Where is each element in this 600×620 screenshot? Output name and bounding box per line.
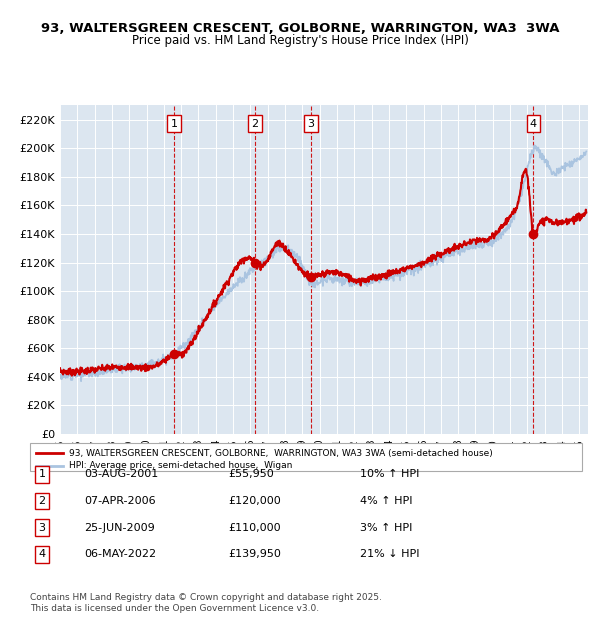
Text: £120,000: £120,000 [228, 496, 281, 506]
Text: 1: 1 [170, 118, 178, 128]
Text: HPI: Average price, semi-detached house,  Wigan: HPI: Average price, semi-detached house,… [68, 461, 292, 470]
Text: Contains HM Land Registry data © Crown copyright and database right 2025.
This d: Contains HM Land Registry data © Crown c… [30, 593, 382, 613]
Text: 03-AUG-2001: 03-AUG-2001 [84, 469, 158, 479]
Text: Price paid vs. HM Land Registry's House Price Index (HPI): Price paid vs. HM Land Registry's House … [131, 34, 469, 47]
Text: 25-JUN-2009: 25-JUN-2009 [84, 523, 155, 533]
Text: 93, WALTERSGREEN CRESCENT, GOLBORNE,  WARRINGTON, WA3 3WA (semi-detached house): 93, WALTERSGREEN CRESCENT, GOLBORNE, WAR… [68, 448, 493, 458]
Text: 3% ↑ HPI: 3% ↑ HPI [360, 523, 412, 533]
Text: 4: 4 [38, 549, 46, 559]
FancyBboxPatch shape [30, 443, 582, 471]
Text: 1: 1 [38, 469, 46, 479]
Text: 2: 2 [251, 118, 259, 128]
Text: 93, WALTERSGREEN CRESCENT, GOLBORNE, WARRINGTON, WA3  3WA: 93, WALTERSGREEN CRESCENT, GOLBORNE, WAR… [41, 22, 559, 35]
Text: £110,000: £110,000 [228, 523, 281, 533]
Text: £55,950: £55,950 [228, 469, 274, 479]
Text: 06-MAY-2022: 06-MAY-2022 [84, 549, 156, 559]
Text: 3: 3 [38, 523, 46, 533]
Text: 21% ↓ HPI: 21% ↓ HPI [360, 549, 419, 559]
Text: 07-APR-2006: 07-APR-2006 [84, 496, 155, 506]
Text: 4: 4 [530, 118, 537, 128]
Text: 4% ↑ HPI: 4% ↑ HPI [360, 496, 413, 506]
Text: £139,950: £139,950 [228, 549, 281, 559]
Text: 10% ↑ HPI: 10% ↑ HPI [360, 469, 419, 479]
Text: 3: 3 [307, 118, 314, 128]
Text: 2: 2 [38, 496, 46, 506]
